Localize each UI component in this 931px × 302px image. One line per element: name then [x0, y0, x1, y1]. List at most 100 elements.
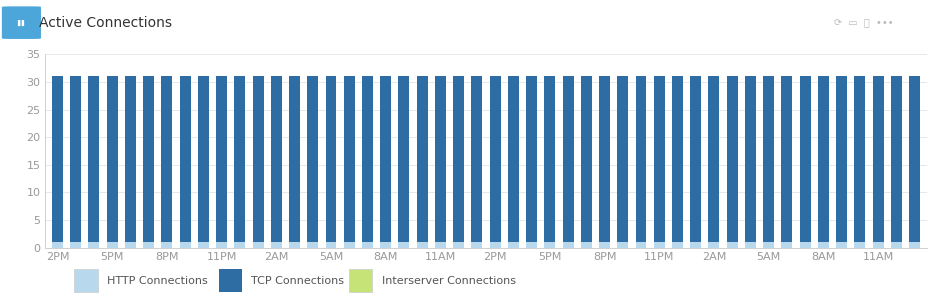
Bar	[781, 242, 792, 248]
Text: ▌▌: ▌▌	[17, 20, 26, 26]
Text: ⟳  ▭  ⤢  •••: ⟳ ▭ ⤢ •••	[834, 18, 894, 28]
Bar	[143, 242, 155, 248]
Bar	[836, 242, 847, 248]
Bar	[581, 76, 592, 242]
Bar	[909, 76, 920, 242]
Bar	[307, 242, 318, 248]
Bar	[800, 242, 811, 248]
Bar	[508, 242, 519, 248]
Bar	[526, 242, 537, 248]
Bar	[380, 242, 391, 248]
Bar	[508, 76, 519, 242]
Bar	[636, 76, 646, 242]
Bar	[435, 242, 446, 248]
Bar	[70, 242, 81, 248]
Bar	[490, 242, 501, 248]
Bar	[252, 242, 263, 248]
Bar	[125, 76, 136, 242]
Bar	[708, 242, 720, 248]
Bar	[745, 242, 756, 248]
Bar	[235, 76, 245, 242]
Bar	[781, 76, 792, 242]
Bar	[599, 76, 610, 242]
Bar	[161, 76, 172, 242]
Bar	[344, 76, 355, 242]
FancyBboxPatch shape	[2, 6, 41, 39]
Bar	[599, 242, 610, 248]
Bar	[654, 242, 665, 248]
Bar	[636, 242, 646, 248]
FancyBboxPatch shape	[349, 269, 372, 292]
Bar	[307, 76, 318, 242]
Bar	[872, 76, 884, 242]
Bar	[763, 242, 774, 248]
Bar	[326, 76, 336, 242]
Bar	[198, 242, 209, 248]
Bar	[143, 76, 155, 242]
Bar	[545, 76, 555, 242]
Bar	[125, 242, 136, 248]
Bar	[435, 76, 446, 242]
Bar	[800, 76, 811, 242]
Bar	[690, 242, 701, 248]
Bar	[672, 76, 683, 242]
Bar	[562, 242, 573, 248]
Bar	[344, 242, 355, 248]
Bar	[727, 242, 737, 248]
Text: TCP Connections: TCP Connections	[251, 276, 344, 286]
Bar	[471, 242, 482, 248]
Bar	[727, 76, 737, 242]
Bar	[855, 76, 865, 242]
Bar	[289, 76, 300, 242]
Bar	[855, 242, 865, 248]
Bar	[107, 242, 117, 248]
Bar	[672, 242, 683, 248]
Bar	[453, 242, 464, 248]
Bar	[562, 76, 573, 242]
Bar	[490, 76, 501, 242]
FancyBboxPatch shape	[219, 269, 242, 292]
Bar	[235, 242, 245, 248]
Bar	[526, 76, 537, 242]
Bar	[891, 242, 902, 248]
Text: HTTP Connections: HTTP Connections	[107, 276, 208, 286]
Text: Interserver Connections: Interserver Connections	[382, 276, 516, 286]
Bar	[326, 242, 336, 248]
Bar	[180, 76, 191, 242]
Bar	[289, 242, 300, 248]
Bar	[271, 242, 282, 248]
Bar	[654, 76, 665, 242]
Bar	[398, 242, 410, 248]
FancyBboxPatch shape	[74, 269, 98, 292]
Bar	[617, 242, 628, 248]
Bar	[763, 76, 774, 242]
Bar	[380, 76, 391, 242]
Bar	[107, 76, 117, 242]
Bar	[708, 76, 720, 242]
Bar	[690, 76, 701, 242]
Bar	[617, 76, 628, 242]
Bar	[872, 242, 884, 248]
Bar	[362, 242, 373, 248]
Bar	[52, 242, 63, 248]
Text: Active Connections: Active Connections	[39, 16, 172, 30]
Bar	[52, 76, 63, 242]
Bar	[453, 76, 464, 242]
Bar	[216, 76, 227, 242]
Bar	[398, 76, 410, 242]
Bar	[362, 76, 373, 242]
Bar	[161, 242, 172, 248]
Bar	[836, 76, 847, 242]
Bar	[891, 76, 902, 242]
Bar	[88, 242, 100, 248]
Bar	[909, 242, 920, 248]
Bar	[581, 242, 592, 248]
Bar	[471, 76, 482, 242]
Bar	[545, 242, 555, 248]
Bar	[817, 242, 829, 248]
Bar	[417, 242, 427, 248]
Bar	[745, 76, 756, 242]
Bar	[216, 242, 227, 248]
Bar	[198, 76, 209, 242]
Bar	[70, 76, 81, 242]
